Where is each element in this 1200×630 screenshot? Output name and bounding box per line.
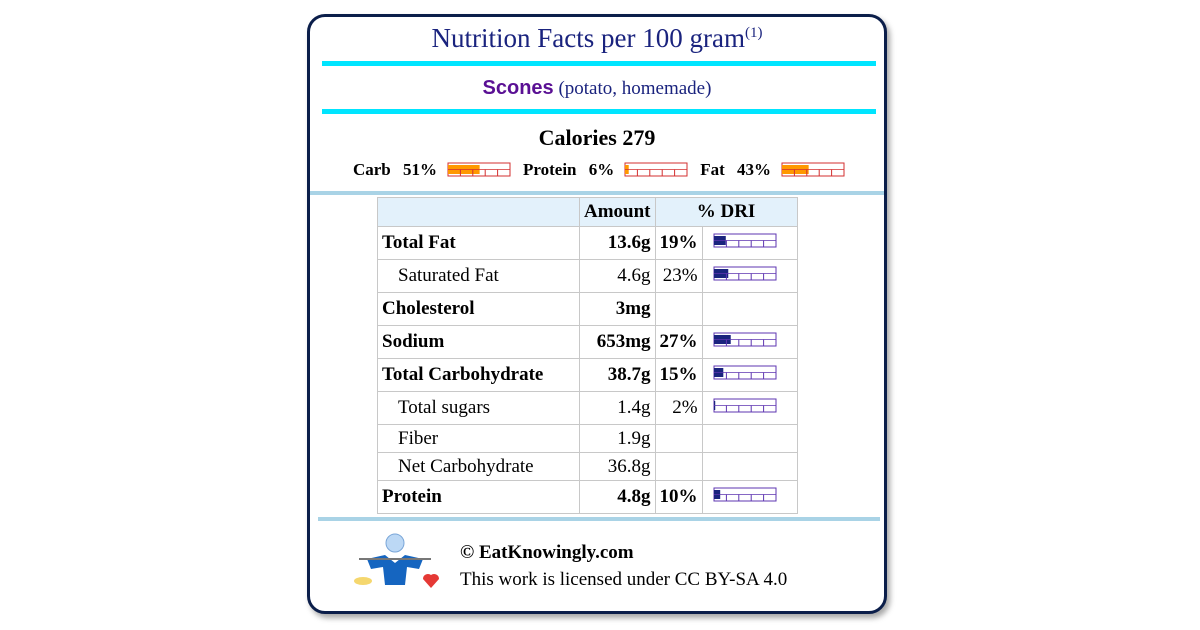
amount: 1.4g [579,391,656,425]
site: © EatKnowingly.com [460,542,634,563]
nutrient-name: Saturated Fat [377,259,580,293]
calories-label: Calories [538,125,617,150]
calories-value: 279 [622,125,656,150]
macro: Fat 43% [696,160,845,179]
food-name: Scones [482,77,554,99]
macro: Carb 51% [349,160,511,179]
nutrient-name: Fiber [377,424,580,453]
dri-percent: 19% [654,226,703,260]
dri-percent: 27% [654,325,703,359]
amount: 653mg [579,325,656,359]
header-cell: % DRI [654,197,798,227]
nutrient-row: Total Carbohydrate 38.7g 15% [377,358,798,392]
dri-bar-cell [701,358,798,392]
nutrient-row: Fiber 1.9g [377,424,798,453]
empty-cell [654,452,703,481]
empty-cell [701,292,798,326]
nutrient-row: Total Fat 13.6g 19% [377,226,798,260]
nutrient-name: Net Carbohydrate [377,452,580,481]
mini-bar [713,233,777,248]
food-description: (potato, homemade) [558,78,712,99]
dri-bar-cell [701,480,798,514]
nutrient-name: Total Fat [377,226,580,260]
nutrient-row: Cholesterol 3mg [377,292,798,326]
amount: 38.7g [579,358,656,392]
amount: 13.6g [579,226,656,260]
header-cell: Amount [579,197,656,227]
amount: 36.8g [579,452,656,481]
divider [310,191,884,195]
mini-bar [781,162,845,177]
nutrition-card: Nutrition Facts per 100 gram(1) Scones (… [307,14,887,614]
macro-percent: 43% [737,160,772,179]
nutrient-row: Saturated Fat 4.6g 23% [377,259,798,293]
amount: 4.6g [579,259,656,293]
macros: Carb 51% Protein 6% Fat 43% [310,160,884,180]
dri-percent: 23% [654,259,703,293]
divider [322,109,876,114]
macro-name: Carb [352,160,391,179]
nutrient-name: Total sugars [377,391,580,425]
nutrient-row: Sodium 653mg 27% [377,325,798,359]
logo [354,533,439,588]
header-row: Amount% DRI [377,197,798,227]
dri-bar-cell [701,391,798,425]
nutrient-row: Total sugars 1.4g 2% [377,391,798,425]
divider [322,61,876,66]
dri-bar-cell [701,259,798,293]
nutrient-name: Cholesterol [377,292,580,326]
food: Scones (potato, homemade) [310,77,884,100]
nutrient-table: Amount% DRI Total Fat 13.6g 19% Saturated Fa… [377,197,798,514]
dri-percent: 10% [654,480,703,514]
license: This work is licensed under CC BY-SA 4.0 [460,569,788,590]
macro-percent: 6% [588,160,615,179]
title-text: Nutrition Facts per 100 gram [431,23,745,53]
title: Nutrition Facts per 100 gram(1) [310,23,884,54]
nutrient-name: Total Carbohydrate [377,358,580,392]
empty-cell [701,452,798,481]
divider [318,517,880,521]
dri-bar-cell [701,325,798,359]
empty-cell [654,424,703,453]
empty-cell [701,424,798,453]
mini-bar [713,487,777,502]
nutrient-row: Net Carbohydrate 36.8g [377,452,798,481]
amount: 3mg [579,292,656,326]
nutrient-name: Protein [377,480,580,514]
mini-bar [624,162,688,177]
macro-name: Fat [700,160,725,179]
amount: 1.9g [579,424,656,453]
footnote: (1) [744,25,763,41]
mini-bar [713,332,777,347]
mini-bar [447,162,511,177]
nutrient-row: Protein 4.8g 10% [377,480,798,514]
macro-percent: 51% [402,160,437,179]
macro: Protein 6% [519,160,688,179]
header-cell [377,197,580,227]
calories: Calories 279 [310,125,884,151]
nutrient-name: Sodium [377,325,580,359]
amount: 4.8g [579,480,656,514]
mini-bar [713,398,777,413]
mini-bar [713,266,777,281]
dri-bar-cell [701,226,798,260]
dri-percent: 2% [654,391,703,425]
mini-bar [713,365,777,380]
macro-name: Protein [522,160,577,179]
dri-percent: 15% [654,358,703,392]
empty-cell [654,292,703,326]
